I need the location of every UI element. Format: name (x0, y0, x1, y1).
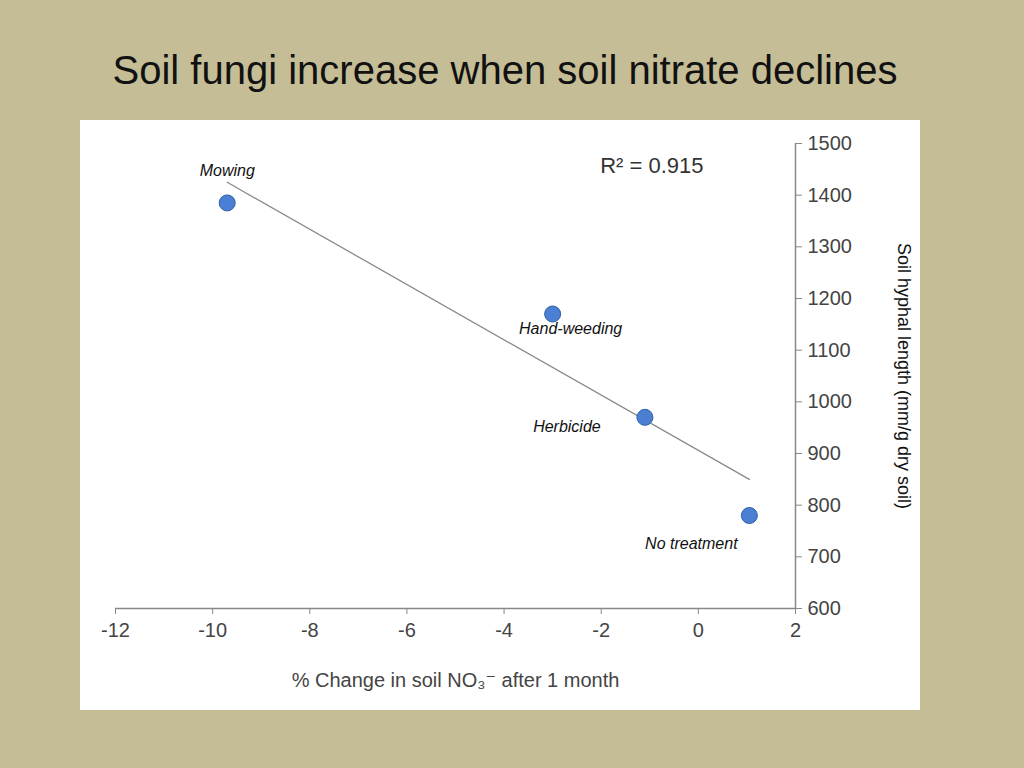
svg-text:R² = 0.915: R² = 0.915 (600, 153, 703, 178)
svg-text:No treatment: No treatment (645, 535, 738, 552)
svg-text:-6: -6 (398, 619, 416, 641)
svg-text:600: 600 (808, 597, 841, 619)
svg-text:1000: 1000 (808, 390, 853, 412)
svg-text:1100: 1100 (808, 339, 851, 361)
svg-text:1200: 1200 (808, 287, 853, 309)
svg-text:1500: 1500 (808, 132, 853, 154)
svg-text:2: 2 (790, 619, 801, 641)
svg-text:1300: 1300 (808, 235, 853, 257)
svg-text:Herbicide: Herbicide (533, 418, 601, 435)
svg-text:-4: -4 (495, 619, 513, 641)
svg-text:% Change in soil NO₃⁻ after 1: % Change in soil NO₃⁻ after 1 month (292, 669, 620, 691)
svg-text:800: 800 (808, 494, 841, 516)
svg-text:700: 700 (808, 545, 841, 567)
svg-text:Hand-weeding: Hand-weeding (519, 320, 622, 337)
svg-text:Mowing: Mowing (200, 162, 255, 179)
svg-text:-10: -10 (198, 619, 227, 641)
svg-text:1400: 1400 (808, 184, 853, 206)
svg-text:0: 0 (693, 619, 704, 641)
svg-text:-2: -2 (592, 619, 610, 641)
svg-text:-8: -8 (301, 619, 319, 641)
html-text:Soil fungi increase when soil: Soil fungi increase when soil nitrate de… (112, 48, 898, 92)
svg-text:900: 900 (808, 442, 841, 464)
svg-text:-12: -12 (101, 619, 130, 641)
svg-text:Soil hyphal length (mm/g dry s: Soil hyphal length (mm/g dry soil) (894, 243, 914, 509)
